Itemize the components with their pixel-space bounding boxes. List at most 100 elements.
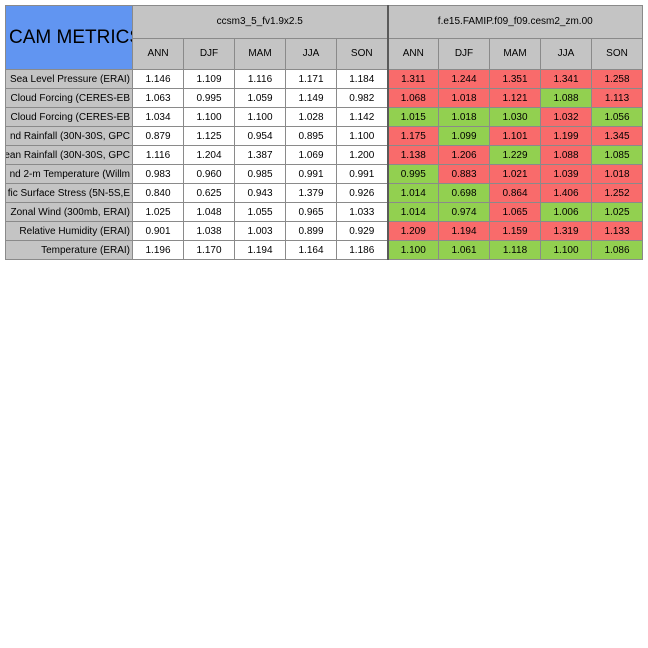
metric-value-cesm2-ann: 1.311 bbox=[386, 69, 439, 89]
metric-value-cesm2-ann: 1.015 bbox=[386, 107, 439, 127]
metric-value-cesm2-djf: 1.018 bbox=[438, 107, 490, 127]
metric-value-cesm2-mam: 1.021 bbox=[489, 164, 541, 184]
metric-value-ccsm3-ann: 0.879 bbox=[132, 126, 184, 146]
table-row: ean Rainfall (30N-30S, GPC 1.116 1.204 1.38… bbox=[5, 145, 643, 165]
metric-value-cesm2-son: 1.258 bbox=[591, 69, 643, 89]
metrics-table: CAM METRICS ccsm3_5_fv1.9x2.5 f.e15.FAMI… bbox=[5, 5, 643, 260]
metric-value-cesm2-djf: 1.061 bbox=[438, 240, 490, 260]
metric-name-label: fic Surface Stress (5N-5S,E bbox=[7, 187, 130, 199]
metric-value-cesm2-jja: 1.088 bbox=[540, 145, 592, 165]
metric-name-label: nd 2-m Temperature (Willm bbox=[9, 168, 130, 180]
metric-value-cesm2-ann: 1.014 bbox=[386, 202, 439, 222]
table-row: fic Surface Stress (5N-5S,E 0.840 0.625 0.9… bbox=[5, 183, 643, 203]
metric-value-cesm2-son: 1.086 bbox=[591, 240, 643, 260]
metric-value-ccsm3-son: 0.982 bbox=[336, 88, 388, 108]
metric-value-ccsm3-mam: 1.055 bbox=[234, 202, 286, 222]
season-header-mam-group1: MAM bbox=[234, 37, 286, 70]
table-row: Zonal Wind (300mb, ERAI) 1.025 1.048 1.055 0… bbox=[5, 202, 643, 222]
metric-value-cesm2-mam: 1.030 bbox=[489, 107, 541, 127]
metric-name: Temperature (ERAI) bbox=[5, 240, 133, 260]
metric-name-label: Relative Humidity (ERAI) bbox=[19, 225, 130, 237]
metric-value-ccsm3-mam: 1.194 bbox=[234, 240, 286, 260]
metric-value-cesm2-djf: 1.206 bbox=[438, 145, 490, 165]
season-header-ann-group2: ANN bbox=[386, 37, 439, 70]
metric-value-ccsm3-ann: 1.025 bbox=[132, 202, 184, 222]
metric-value-ccsm3-jja: 0.895 bbox=[285, 126, 337, 146]
metric-value-cesm2-jja: 1.039 bbox=[540, 164, 592, 184]
table-row: Temperature (ERAI) 1.196 1.170 1.194 1.164 1.… bbox=[5, 240, 643, 260]
metric-value-ccsm3-jja: 1.028 bbox=[285, 107, 337, 127]
metric-value-cesm2-ann: 0.995 bbox=[386, 164, 439, 184]
metric-name-label: Sea Level Pressure (ERAI) bbox=[9, 73, 130, 85]
metric-value-cesm2-djf: 0.974 bbox=[438, 202, 490, 222]
season-header-mam-group2: MAM bbox=[489, 37, 541, 70]
metric-value-ccsm3-jja: 0.899 bbox=[285, 221, 337, 241]
season-header-son-group1: SON bbox=[336, 37, 388, 70]
table-title: CAM METRICS bbox=[5, 5, 133, 70]
metric-value-cesm2-son: 1.133 bbox=[591, 221, 643, 241]
metric-value-ccsm3-djf: 1.170 bbox=[183, 240, 235, 260]
metric-name: Cloud Forcing (CERES-EB bbox=[5, 88, 133, 108]
season-header-djf-group1: DJF bbox=[183, 37, 235, 70]
group-header-cesm2: f.e15.FAMIP.f09_f09.cesm2_zm.00 bbox=[386, 5, 643, 39]
metric-name: Zonal Wind (300mb, ERAI) bbox=[5, 202, 133, 222]
metric-name: Sea Level Pressure (ERAI) bbox=[5, 69, 133, 89]
metric-value-cesm2-ann: 1.175 bbox=[386, 126, 439, 146]
metric-name: Relative Humidity (ERAI) bbox=[5, 221, 133, 241]
metric-name: Cloud Forcing (CERES-EB bbox=[5, 107, 133, 127]
metric-value-ccsm3-mam: 0.985 bbox=[234, 164, 286, 184]
metric-value-ccsm3-djf: 1.100 bbox=[183, 107, 235, 127]
metric-value-ccsm3-ann: 0.983 bbox=[132, 164, 184, 184]
metric-value-cesm2-djf: 1.244 bbox=[438, 69, 490, 89]
metric-value-cesm2-mam: 1.101 bbox=[489, 126, 541, 146]
table-row: Cloud Forcing (CERES-EB 1.034 1.100 1.100 1.… bbox=[5, 107, 643, 127]
metric-value-cesm2-mam: 1.229 bbox=[489, 145, 541, 165]
metric-name-label: Cloud Forcing (CERES-EB bbox=[10, 111, 130, 123]
group-header-row: CAM METRICS ccsm3_5_fv1.9x2.5 f.e15.FAMI… bbox=[5, 5, 643, 70]
metrics-body: Sea Level Pressure (ERAI) 1.146 1.109 1.116… bbox=[5, 69, 643, 260]
metric-value-ccsm3-jja: 1.149 bbox=[285, 88, 337, 108]
metric-name-label: Cloud Forcing (CERES-EB bbox=[10, 92, 130, 104]
metric-value-ccsm3-mam: 1.116 bbox=[234, 69, 286, 89]
metric-value-cesm2-son: 1.085 bbox=[591, 145, 643, 165]
metric-value-ccsm3-djf: 0.960 bbox=[183, 164, 235, 184]
metric-value-ccsm3-ann: 0.840 bbox=[132, 183, 184, 203]
metric-value-ccsm3-jja: 1.379 bbox=[285, 183, 337, 203]
metric-value-cesm2-jja: 1.341 bbox=[540, 69, 592, 89]
group-header-ccsm3: ccsm3_5_fv1.9x2.5 bbox=[132, 5, 388, 39]
metric-value-ccsm3-jja: 1.171 bbox=[285, 69, 337, 89]
metric-value-ccsm3-jja: 1.164 bbox=[285, 240, 337, 260]
metric-value-cesm2-son: 1.056 bbox=[591, 107, 643, 127]
metric-name-label: Temperature (ERAI) bbox=[41, 244, 130, 256]
metric-value-cesm2-mam: 1.065 bbox=[489, 202, 541, 222]
metric-value-cesm2-mam: 1.159 bbox=[489, 221, 541, 241]
metric-value-ccsm3-ann: 1.146 bbox=[132, 69, 184, 89]
metric-value-ccsm3-djf: 0.625 bbox=[183, 183, 235, 203]
metric-value-ccsm3-son: 0.991 bbox=[336, 164, 388, 184]
metric-value-cesm2-djf: 1.018 bbox=[438, 88, 490, 108]
metric-value-cesm2-mam: 1.118 bbox=[489, 240, 541, 260]
metric-value-cesm2-son: 1.113 bbox=[591, 88, 643, 108]
metric-value-ccsm3-djf: 0.995 bbox=[183, 88, 235, 108]
metric-value-ccsm3-djf: 1.204 bbox=[183, 145, 235, 165]
metric-value-cesm2-jja: 1.199 bbox=[540, 126, 592, 146]
season-header-jja-group1: JJA bbox=[285, 37, 337, 70]
metric-value-cesm2-son: 1.018 bbox=[591, 164, 643, 184]
metric-value-ccsm3-ann: 0.901 bbox=[132, 221, 184, 241]
metric-value-ccsm3-mam: 1.059 bbox=[234, 88, 286, 108]
metric-value-cesm2-jja: 1.319 bbox=[540, 221, 592, 241]
metric-value-cesm2-djf: 0.883 bbox=[438, 164, 490, 184]
metric-value-ccsm3-son: 1.033 bbox=[336, 202, 388, 222]
metric-name: nd Rainfall (30N-30S, GPC bbox=[5, 126, 133, 146]
metric-value-ccsm3-jja: 1.069 bbox=[285, 145, 337, 165]
metric-value-ccsm3-ann: 1.063 bbox=[132, 88, 184, 108]
season-header-row: ANN DJF MAM JJA SON ANN DJF MAM JJA SON bbox=[6, 37, 643, 70]
table-row: nd 2-m Temperature (Willm 0.983 0.960 0.985… bbox=[5, 164, 643, 184]
season-header-djf-group2: DJF bbox=[438, 37, 490, 70]
metric-value-ccsm3-mam: 1.100 bbox=[234, 107, 286, 127]
metric-value-cesm2-ann: 1.068 bbox=[386, 88, 439, 108]
metric-value-cesm2-jja: 1.088 bbox=[540, 88, 592, 108]
metric-name: ean Rainfall (30N-30S, GPC bbox=[5, 145, 133, 165]
metric-value-cesm2-jja: 1.100 bbox=[540, 240, 592, 260]
table-row: Cloud Forcing (CERES-EB 1.063 0.995 1.059 1.… bbox=[5, 88, 643, 108]
